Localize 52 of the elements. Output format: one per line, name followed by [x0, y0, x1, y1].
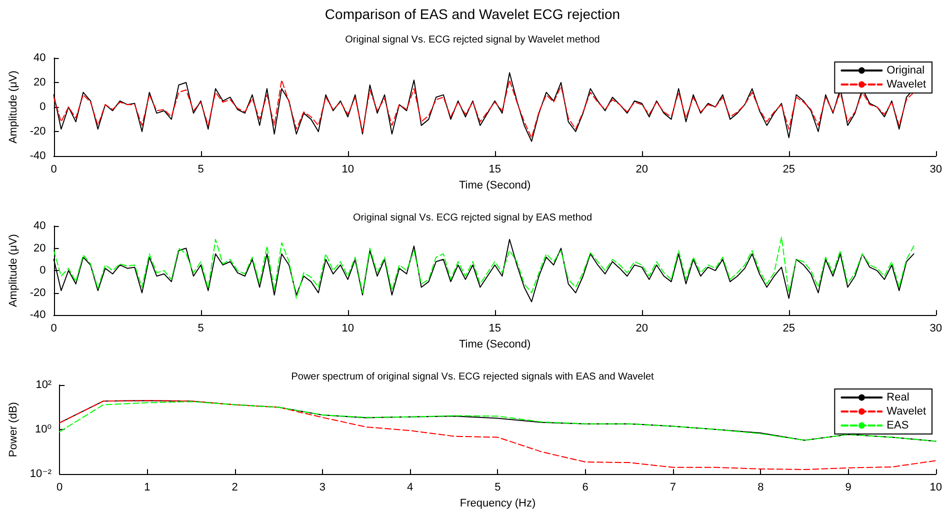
y-tick-label: 40	[34, 220, 46, 232]
x-tick-label: 7	[670, 482, 676, 494]
x-tick-label: 25	[782, 164, 795, 176]
x-tick-label: 10	[930, 482, 942, 494]
y-tick-label: 40	[34, 52, 46, 64]
x-tick-label: 3	[319, 482, 326, 494]
y-tick-label: 20	[34, 242, 46, 254]
y-tick-label: -20	[30, 126, 46, 138]
y-axis-title: Amplitude (μV)	[8, 234, 20, 308]
chart-title: Original signal Vs. ECG rejcted signal by EAS method	[353, 212, 592, 224]
chart-title: Comparison of EAS and Wavelet ECG rejection	[324, 6, 620, 22]
chart-title: Power spectrum of original signal Vs. ECG rejected signals with EAS and Wavelet	[291, 372, 654, 382]
x-tick-label: 10	[342, 164, 354, 176]
x-tick-label: 5	[198, 322, 204, 335]
line-series	[59, 400, 936, 470]
x-tick-label: 5	[198, 164, 204, 176]
x-tick-label: 10	[342, 322, 354, 335]
y-tick-label: 10⁰	[34, 424, 52, 436]
y-tick-label: 10²	[36, 379, 52, 391]
x-tick-label: 20	[636, 164, 648, 176]
x-axis-title: Time (Second)	[458, 338, 531, 350]
x-tick-label: 0	[56, 482, 63, 494]
x-tick-label: 9	[845, 482, 852, 494]
x-tick-label: 30	[930, 164, 942, 176]
x-tick-label: 6	[582, 482, 588, 494]
legend-label: Real	[886, 392, 910, 404]
y-axis-title: Power (dB)	[8, 402, 20, 458]
x-axis-title: Time (Second)	[458, 180, 531, 192]
x-tick-label: 2	[232, 482, 238, 494]
y-tick-label: -20	[30, 286, 46, 299]
x-tick-label: 8	[758, 482, 764, 494]
y-tick-label: 0	[40, 101, 46, 114]
x-tick-label: 15	[488, 322, 501, 335]
x-tick-label: 1	[144, 482, 150, 494]
x-tick-label: 15	[488, 164, 501, 176]
legend-label: Wavelet	[886, 78, 926, 90]
x-tick-label: 20	[636, 322, 648, 335]
chart-subtitle: Original signal Vs. ECG rejcted signal by Wavelet method	[345, 34, 600, 46]
x-tick-label: 25	[782, 322, 795, 335]
x-tick-label: 5	[494, 482, 501, 494]
x-axis-title: Frequency (Hz)	[460, 498, 536, 510]
x-tick-label: 4	[407, 482, 414, 494]
y-tick-label: 0	[40, 264, 46, 277]
legend-label: Wavelet	[886, 406, 926, 418]
y-tick-label: -40	[30, 150, 46, 162]
y-tick-label: 10⁻²	[30, 468, 52, 480]
y-tick-label: 20	[34, 76, 46, 89]
legend-label: Original	[886, 64, 925, 76]
legend-label: EAS	[886, 420, 909, 432]
x-tick-label: 30	[930, 322, 942, 335]
y-axis-title: Amplitude (μV)	[8, 70, 20, 144]
y-tick-label: -40	[30, 309, 46, 322]
